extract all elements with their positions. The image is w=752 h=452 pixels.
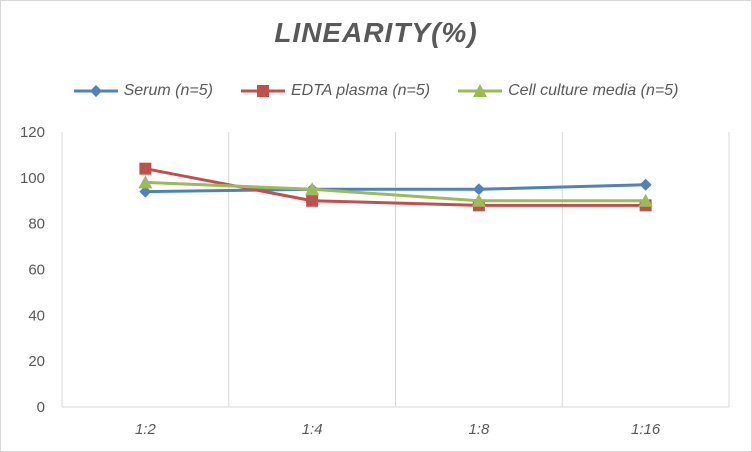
data-point-triangle — [638, 193, 653, 207]
legend-item: EDTA plasma (n=5) — [240, 79, 431, 103]
legend-marker-square — [256, 85, 269, 97]
y-tick-label: 60 — [28, 262, 45, 279]
y-tick-label: 80 — [28, 216, 45, 233]
series-line-0 — [145, 183, 646, 194]
legend-swatch — [73, 85, 118, 97]
data-point-square — [306, 194, 319, 207]
legend-label: EDTA plasma (n=5) — [290, 82, 431, 99]
y-tick-label: 120 — [20, 124, 45, 141]
x-tick-label: 1:8 — [468, 421, 490, 438]
data-point-diamond — [139, 185, 152, 198]
legend-marker-triangle — [473, 84, 488, 97]
legend-swatch — [458, 84, 503, 97]
data-point-diamond — [639, 178, 652, 191]
legend-item: Cell culture media (n=5) — [458, 79, 678, 103]
legend-marker-diamond — [89, 85, 102, 97]
y-tick-label: 20 — [28, 353, 45, 370]
legend-label: Cell culture media (n=5) — [508, 82, 679, 99]
legend-item: Serum (n=5) — [73, 79, 213, 103]
legend-swatch — [240, 85, 285, 97]
series-line-2 — [145, 180, 646, 203]
chart-title: LINEARITY(%) — [274, 17, 478, 48]
x-tick-label: 1:2 — [135, 421, 157, 438]
data-point-triangle — [305, 182, 320, 196]
legend-label: Serum (n=5) — [123, 82, 213, 99]
data-point-triangle — [138, 175, 153, 189]
data-point-diamond — [472, 183, 485, 196]
data-point-square — [139, 162, 152, 175]
data-point-triangle — [471, 193, 486, 207]
x-tick-label: 1:4 — [302, 421, 323, 438]
y-tick-label: 0 — [37, 399, 45, 416]
y-tick-label: 100 — [20, 170, 45, 187]
y-tick-label: 40 — [28, 307, 45, 324]
x-tick-label: 1:16 — [631, 421, 661, 438]
legend: Serum (n=5) EDTA plasma (n=5) Cell culture… — [1, 79, 751, 103]
